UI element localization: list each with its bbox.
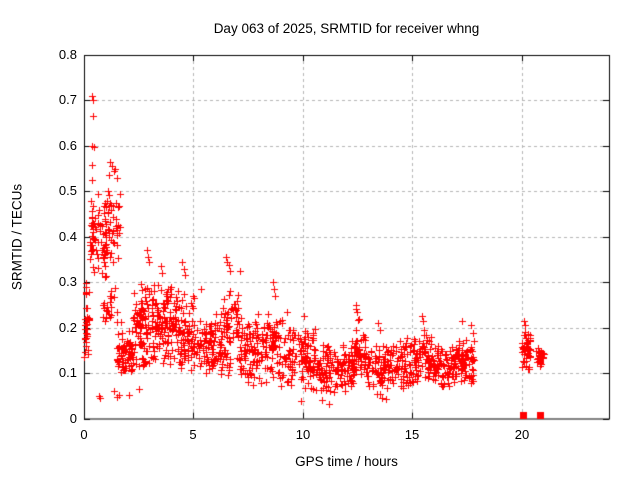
- y-tick-label: 0.4: [58, 229, 77, 244]
- x-tick-label: 15: [404, 427, 420, 442]
- y-tick-label: 0.5: [58, 183, 77, 198]
- y-tick-label: 0.1: [58, 365, 77, 380]
- y-tick-label: 0.3: [58, 274, 77, 289]
- x-tick-label: 5: [189, 427, 197, 442]
- y-tick-label: 0.8: [58, 47, 77, 62]
- x-axis-label: GPS time / hours: [295, 454, 398, 469]
- y-tick-label: 0: [69, 411, 77, 426]
- y-tick-label: 0.7: [58, 92, 77, 107]
- chart-title: Day 063 of 2025, SRMTID for receiver whn…: [213, 21, 480, 36]
- y-axis-label: SRMTID / TECUs: [9, 183, 25, 291]
- x-tick-label: 20: [514, 427, 530, 442]
- y-tick-label: 0.2: [58, 320, 77, 335]
- x-tick-label: 0: [80, 427, 88, 442]
- x-tick-label: 10: [295, 427, 311, 442]
- y-tick-label: 0.6: [58, 138, 77, 153]
